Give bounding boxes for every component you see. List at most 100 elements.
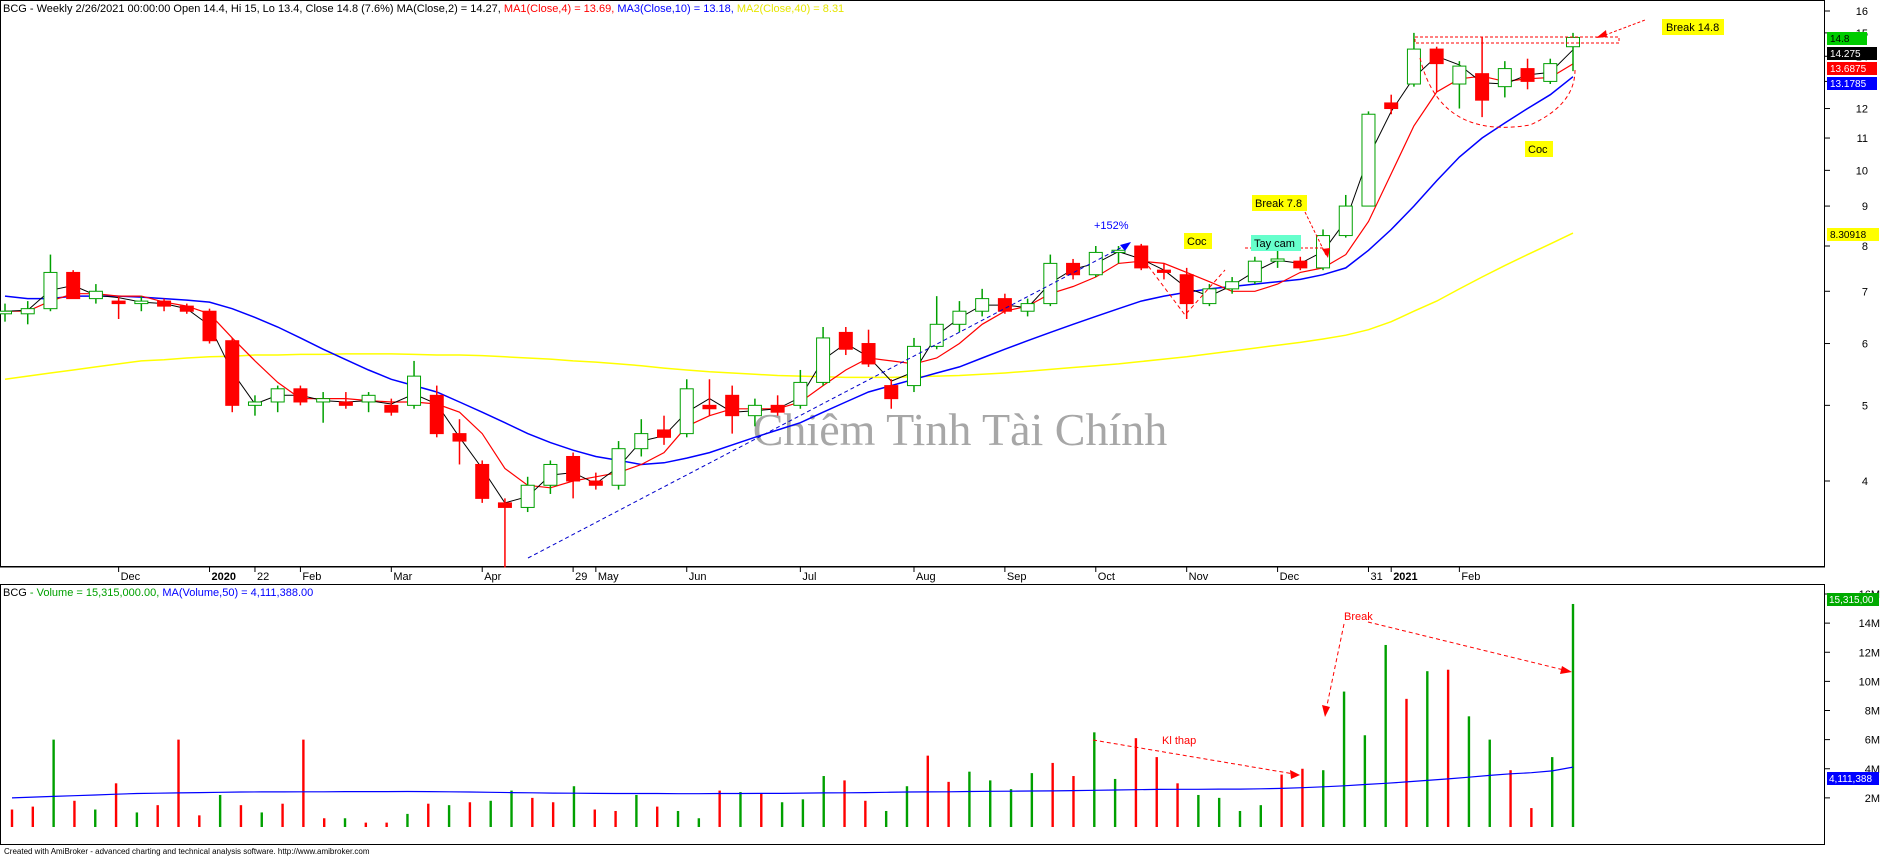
- volume-bar: [302, 739, 305, 827]
- volume-bar: [1342, 691, 1346, 827]
- volume-bar: [31, 806, 35, 827]
- close-badge-bg: [1827, 32, 1867, 45]
- price-header-info: - Weekly 2/26/2021 00:00:00 Open 14.4, H…: [27, 3, 394, 15]
- volume-bar: [697, 818, 701, 827]
- candle-up: [634, 433, 649, 450]
- volume-bar: [905, 786, 909, 827]
- candle-down: [157, 300, 172, 307]
- candle-down: [702, 404, 717, 410]
- volume-bar: [1571, 603, 1575, 827]
- break-78-arrowhead: [1322, 248, 1330, 258]
- candle-up: [1566, 36, 1580, 48]
- break-vol-arrowhead-2: [1560, 666, 1572, 674]
- volume-bars: [10, 603, 1575, 827]
- candle-up: [1020, 303, 1035, 312]
- candle-up: [134, 300, 149, 305]
- price-header-ma2: MA2(Close,40) = 8.31: [737, 3, 844, 15]
- volume-bar: [1217, 797, 1221, 827]
- volume-bar: [1530, 808, 1533, 827]
- candle-up: [543, 463, 558, 486]
- price-panel-frame[interactable]: [0, 0, 1825, 567]
- volume-y-tick-label: 12M: [1859, 647, 1880, 659]
- volume-bar: [614, 810, 617, 827]
- ma-close2-badge-bg: [1827, 47, 1877, 60]
- price-y-tick-label: 11: [1857, 133, 1868, 145]
- price-y-tick-label: 5: [1862, 400, 1868, 412]
- volume-bar: [1488, 739, 1491, 827]
- tay-cam-label: Tay cam: [1254, 238, 1295, 250]
- volume-ma-line: [11, 766, 1574, 799]
- price-x-tick-label: Sep: [1007, 571, 1027, 583]
- volume-bar: [676, 810, 680, 827]
- candle-up: [679, 388, 694, 435]
- volume-bar: [73, 800, 76, 827]
- volume-bar: [1446, 669, 1450, 827]
- candle-up: [1361, 113, 1376, 207]
- candle-down: [997, 298, 1012, 312]
- candle-up: [975, 298, 990, 312]
- candle-up: [361, 394, 376, 403]
- volume-bar: [135, 812, 139, 827]
- volume-bar: [1176, 783, 1179, 827]
- volume-bar: [364, 822, 368, 827]
- price-x-tick-label: Apr: [484, 571, 501, 583]
- candle-down: [475, 463, 490, 499]
- price-x-tick-label: Dec: [1280, 571, 1300, 583]
- candle-down: [1429, 48, 1444, 65]
- candle-up: [88, 290, 103, 300]
- candle-up: [747, 404, 762, 417]
- volume-panel-frame[interactable]: [0, 584, 1825, 845]
- price-x-tick-label: Jul: [802, 571, 816, 583]
- volume-bar: [1093, 732, 1096, 827]
- break-148-arrow: [1599, 19, 1646, 38]
- volume-y-tick-label: 6M: [1865, 735, 1880, 747]
- volume-bar: [489, 800, 492, 827]
- break-148-label: Break 14.8: [1666, 22, 1719, 34]
- candle-up: [1316, 235, 1331, 269]
- price-x-tick-label: 29: [575, 571, 587, 583]
- price-x-tick-label: May: [598, 571, 619, 583]
- break-78-label: Break 7.8: [1255, 198, 1302, 210]
- candles: [0, 32, 1580, 568]
- price-y-tick-label: 4: [1862, 476, 1868, 488]
- volume-bar: [1280, 774, 1283, 827]
- candle-up: [407, 375, 422, 406]
- price-y-tick-label: 7: [1862, 286, 1868, 298]
- candle-up: [1225, 281, 1240, 290]
- volume-bar: [635, 794, 638, 827]
- break-vol-arrow-2: [1367, 621, 1573, 673]
- candle-up: [1043, 262, 1058, 305]
- coc-top-label-bg: [1525, 141, 1553, 157]
- price-y-tick-label: 9: [1862, 201, 1868, 213]
- volume-bar: [1301, 768, 1304, 827]
- candle-down: [884, 385, 899, 400]
- volume-bar: [468, 802, 472, 827]
- volume-ma-badge: 4,111,388: [1829, 774, 1872, 785]
- price-x-tick-label: Oct: [1098, 571, 1115, 583]
- price-x-tick-label: Feb: [302, 571, 321, 583]
- volume-bar: [406, 813, 409, 827]
- volume-bar: [343, 818, 347, 827]
- candle-up: [611, 448, 626, 486]
- volume-bar: [1051, 762, 1054, 827]
- kl-thap-arrowhead: [1290, 770, 1300, 779]
- volume-bar: [10, 809, 14, 827]
- volume-bar: [801, 799, 805, 827]
- price-header-ma-close2: MA(Close,2) = 14.27,: [394, 3, 504, 15]
- candle-down: [1066, 262, 1081, 276]
- candle-down: [338, 401, 353, 406]
- coc-mid-label-bg: [1184, 233, 1212, 249]
- close-badge: 14.8: [1830, 34, 1850, 45]
- pct-label: +152%: [1094, 220, 1129, 232]
- price-y-tick-label: 8: [1862, 241, 1868, 253]
- price-x-tick-label: Mar: [393, 571, 412, 583]
- volume-y-tick-label: 8M: [1865, 706, 1880, 718]
- candle-up: [929, 323, 944, 347]
- candle-up: [816, 337, 831, 383]
- candle-up: [1088, 251, 1103, 276]
- volume-bar: [593, 809, 596, 827]
- volume-bar: [884, 810, 888, 827]
- volume-bar: [281, 803, 284, 827]
- volume-badge-bg: [1827, 593, 1879, 606]
- volume-bar: [427, 803, 430, 827]
